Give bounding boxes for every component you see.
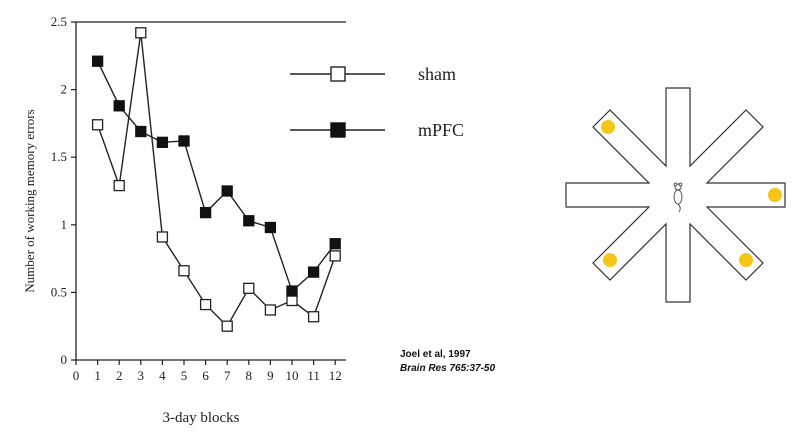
data-point-sham (307, 311, 320, 323)
x-tick-label: 12 (329, 368, 342, 383)
data-point-mpfc (307, 266, 320, 278)
x-tick-label: 2 (116, 368, 123, 383)
data-point-mpfc (91, 55, 104, 67)
data-point-sham (243, 282, 255, 294)
x-tick-label: 6 (202, 368, 209, 383)
x-tick-label: 9 (267, 368, 274, 383)
legend-marker (330, 66, 346, 82)
x-tick-label: 7 (224, 368, 231, 383)
data-point-sham (178, 265, 190, 277)
x-tick-label: 8 (246, 368, 253, 383)
citation: Joel et al, 1997 Brain Res 765:37-50 (400, 348, 495, 376)
legend-marker (330, 122, 346, 138)
rat-icon (673, 182, 683, 213)
food-pellet-lower-left (603, 253, 617, 267)
food-pellet-upper-left (601, 120, 615, 134)
data-point-mpfc (199, 206, 212, 219)
data-point-mpfc (113, 100, 125, 112)
x-tick-label: 1 (94, 368, 101, 383)
y-tick-label: 1 (61, 217, 68, 232)
x-tick-label: 11 (307, 368, 320, 383)
data-point-sham (156, 231, 169, 243)
data-point-sham (221, 320, 233, 332)
data-point-mpfc (178, 135, 190, 147)
data-point-mpfc (221, 185, 233, 197)
x-tick-label: 3 (138, 368, 145, 383)
data-point-sham (286, 294, 298, 307)
x-tick-label: 4 (159, 368, 166, 383)
data-point-mpfc (286, 285, 298, 297)
food-pellet-right (768, 188, 782, 202)
series-line-mpfc (96, 60, 336, 293)
radial-arm-maze-diagram (565, 87, 786, 303)
food-pellet-lower-right (739, 253, 753, 267)
y-axis-label: Number of working memory errors (22, 109, 37, 292)
legend-label: sham (418, 64, 456, 84)
y-tick-label: 0 (61, 352, 68, 367)
x-tick-label: 5 (181, 368, 188, 383)
data-point-sham (135, 27, 147, 39)
x-axis-label: 3-day blocks (162, 410, 239, 426)
data-point-sham (264, 304, 277, 316)
y-tick-label: 2.5 (51, 14, 67, 29)
data-point-mpfc (135, 125, 147, 138)
data-point-mpfc (156, 136, 169, 148)
data-point-sham (199, 298, 212, 311)
y-tick-label: 2 (61, 82, 68, 97)
citation-journal: Brain Res 765:37-50 (400, 363, 496, 374)
y-tick-label: 1.5 (51, 149, 67, 164)
data-point-sham (113, 179, 125, 192)
data-point-mpfc (264, 221, 277, 234)
data-point-mpfc (243, 215, 255, 227)
x-tick-label: 10 (286, 368, 299, 383)
series-line-sham (96, 32, 336, 328)
legend-label: mPFC (418, 120, 464, 140)
line-chart: 00.511.522.50 1 2 3 4 5 6 7 8 9 10 11 123-day blocks… (22, 14, 464, 426)
data-point-sham (329, 250, 341, 262)
y-tick-label: 0.5 (51, 284, 67, 299)
data-point-sham (91, 119, 104, 131)
data-point-mpfc (329, 238, 341, 250)
citation-authors: Joel et al, 1997 (400, 349, 471, 360)
x-tick-label: 0 (73, 368, 80, 383)
